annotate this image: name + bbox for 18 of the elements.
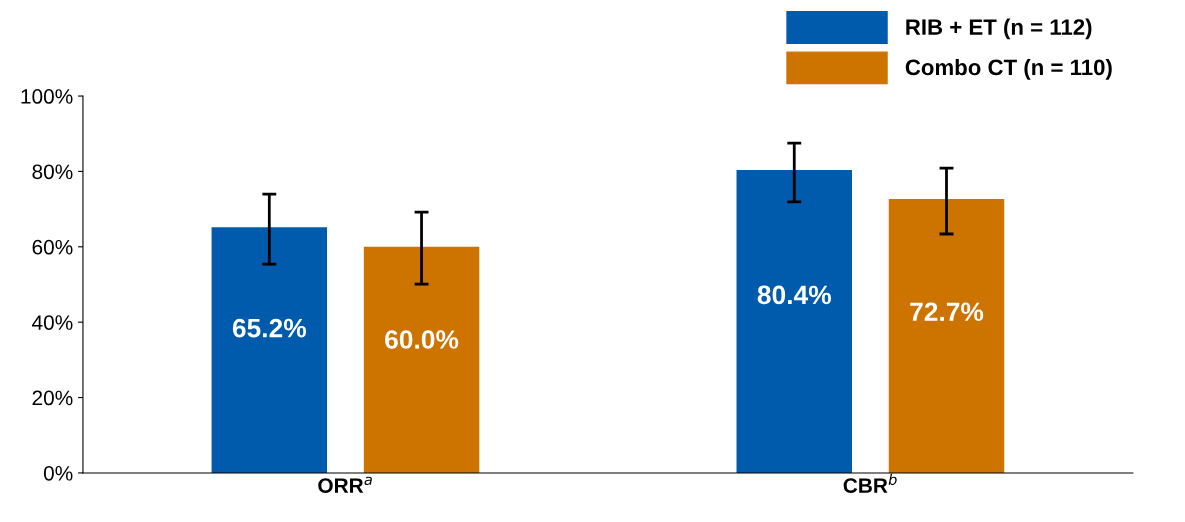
legend-label: Combo CT (n = 110): [905, 58, 1112, 80]
y-tick-label: 100%: [21, 89, 73, 104]
x-tick-label: CBR$^{b}$: [843, 473, 897, 493]
data-label: 80.4%: [757, 285, 831, 305]
data-label: 72.7%: [910, 302, 984, 322]
x-tick-label: ORR$^{a}$: [318, 476, 372, 493]
y-tick-label: 20%: [32, 390, 73, 406]
y-tick-label: 60%: [32, 239, 73, 255]
data-label: 60.0%: [385, 330, 459, 349]
bar: [888, 198, 1005, 473]
y-tick-label: 0%: [43, 465, 73, 481]
legend-label: RIB + ET (n = 112): [906, 18, 1092, 40]
data-label: 65.2%: [232, 318, 307, 338]
bar: [363, 246, 480, 473]
bar: [211, 227, 328, 473]
y-tick-label: 80%: [32, 164, 73, 180]
bar: [736, 169, 853, 473]
y-tick-label: 40%: [32, 315, 73, 330]
